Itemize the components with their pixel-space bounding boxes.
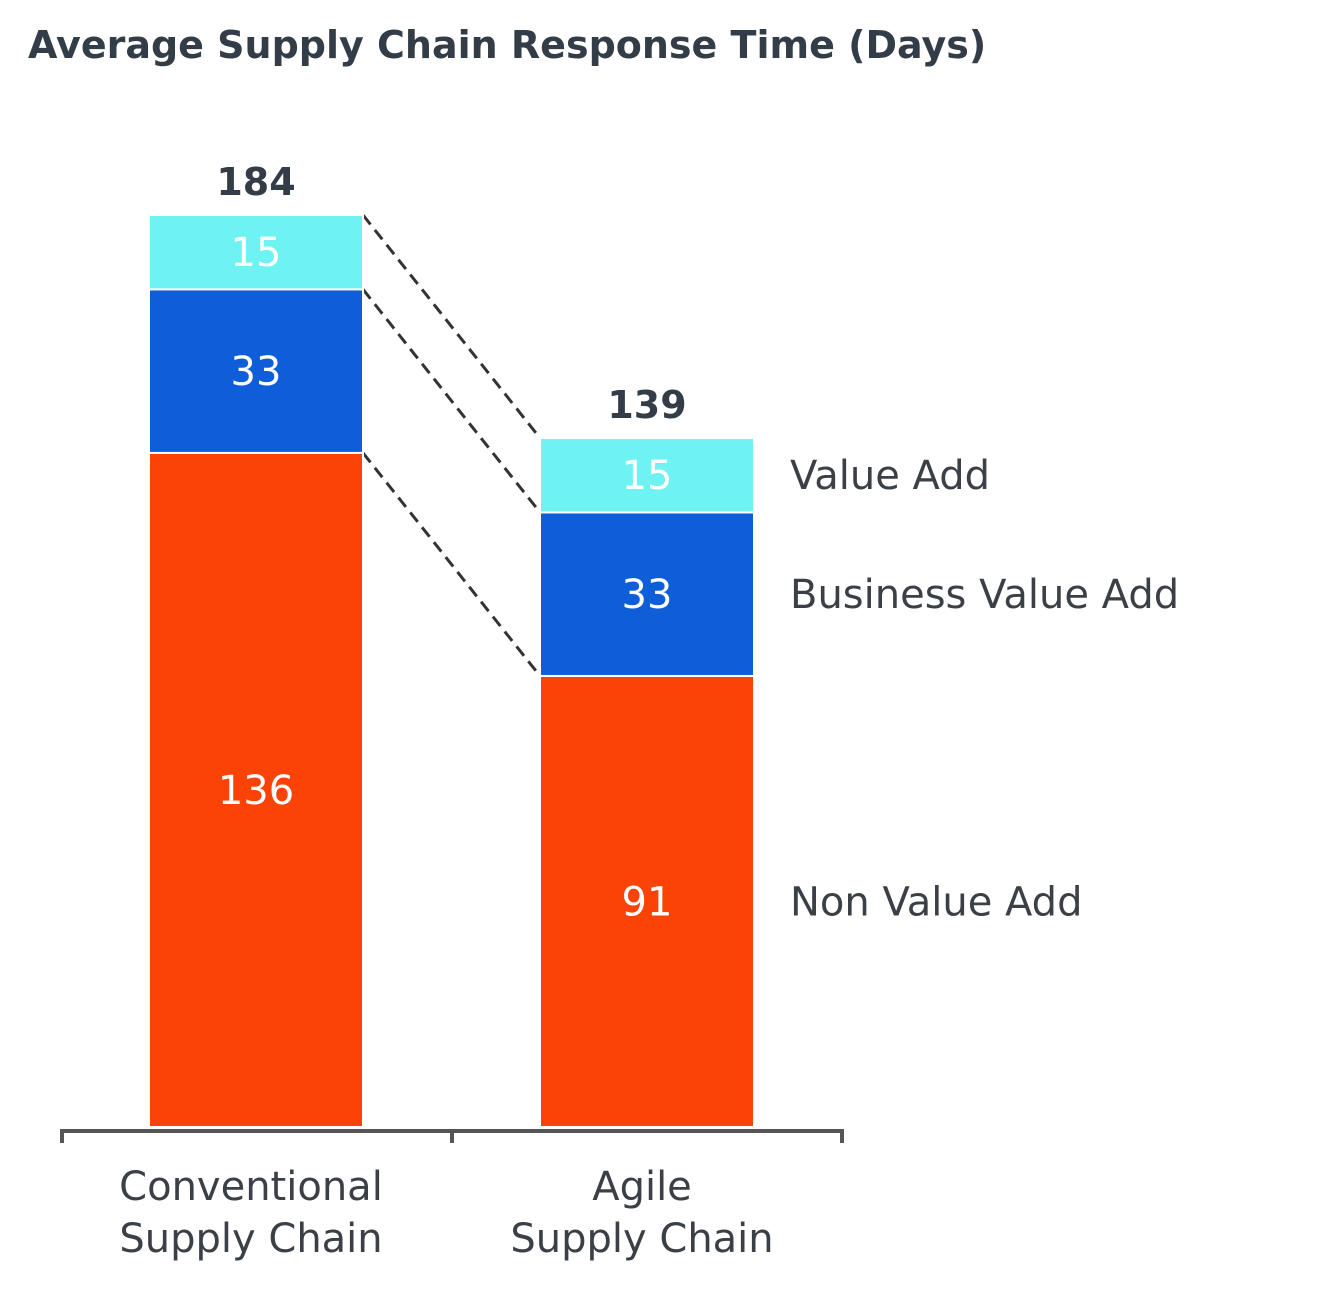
category-labels: Conventional Supply Chain Agile Supply Chai…: [119, 1164, 773, 1262]
bar-business-value-add-1: [539, 511, 755, 677]
bar-non-value-add-1: [539, 674, 755, 1129]
bar-non-value-add-0: [148, 451, 364, 1129]
data-label-non-value-add-0: 136: [218, 768, 294, 814]
connector-line-1: [361, 288, 542, 514]
connector-lines: [361, 214, 542, 677]
legend-non-value-add: Non Value Add: [790, 879, 1082, 925]
chart-title: Average Supply Chain Response Time (Days…: [28, 23, 986, 67]
bar-business-value-add-0: [148, 288, 364, 454]
total-labels: 184 139: [216, 160, 686, 427]
data-label-value-add-1: 15: [622, 453, 673, 499]
connector-line-2: [361, 214, 542, 439]
legend-business-value-add: Business Value Add: [790, 572, 1179, 618]
data-label-business-value-add-0: 33: [231, 349, 282, 395]
category-label-0: Conventional Supply Chain: [119, 1164, 383, 1262]
segment-labels: 136 33 15 91 33 15: [218, 230, 673, 925]
data-label-value-add-0: 15: [231, 230, 282, 276]
category-label-1: Agile Supply Chain: [510, 1164, 773, 1262]
bar-value-add-0: [148, 214, 364, 291]
data-label-non-value-add-1: 91: [622, 879, 673, 925]
data-label-business-value-add-1: 33: [622, 572, 673, 618]
bars: [148, 214, 755, 1129]
legend-value-add: Value Add: [790, 453, 990, 499]
connector-line-0: [361, 451, 542, 677]
total-label-0: 184: [216, 160, 295, 204]
x-axis: [60, 1129, 844, 1143]
legend: Non Value Add Business Value Add Value Add: [790, 453, 1179, 925]
bar-value-add-1: [539, 437, 755, 514]
total-label-1: 139: [607, 383, 686, 427]
